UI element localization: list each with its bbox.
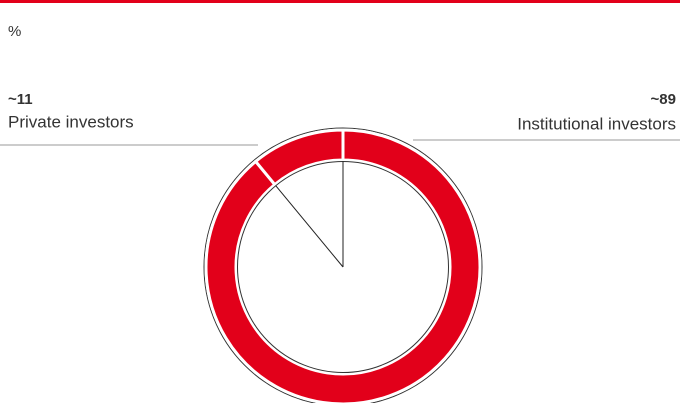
segment-divider bbox=[275, 185, 344, 268]
pie-segment bbox=[253, 128, 345, 187]
top-rule bbox=[0, 0, 680, 3]
value-label: ~89 bbox=[651, 91, 676, 108]
pie-segment bbox=[204, 128, 482, 403]
value-label: ~11 bbox=[8, 91, 33, 108]
outer-ring bbox=[203, 127, 483, 403]
category-label: Private investors bbox=[8, 112, 134, 131]
unit-label: % bbox=[8, 23, 21, 40]
category-label: Institutional investors bbox=[517, 114, 676, 133]
